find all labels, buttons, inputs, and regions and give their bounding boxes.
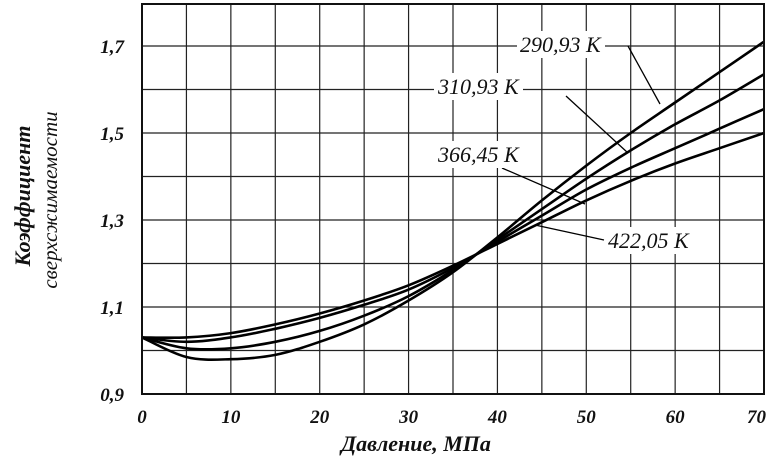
series-leader-line [565,95,629,154]
series-label: 290,93 К [520,32,602,57]
series-label: 422,05 К [608,228,690,253]
grid-layer [142,4,764,394]
x-tick-labels: 0 10 20 30 40 50 60 70 [137,407,766,428]
x-tick-label: 40 [487,407,508,428]
series-line-2 [141,73,765,351]
y-axis-title-line1: Коэффициент [10,126,35,268]
series-leader-line [627,45,661,105]
x-tick-label: 10 [221,407,241,428]
y-tick-label: 0,9 [100,385,124,406]
y-tick-label: 1,1 [100,298,124,319]
x-tick-label: 0 [137,407,147,428]
x-tick-label: 70 [747,407,767,428]
plot-frame [141,3,765,395]
x-tick-label: 60 [666,407,686,428]
x-tick-label: 50 [577,407,597,428]
series-label-background [605,227,693,254]
curve-layer [141,40,765,361]
series-line-1 [141,40,765,361]
y-tick-label: 1,3 [100,211,124,232]
y-axis-title-line2: сверхсжимаемости [38,111,62,288]
x-tick-label: 20 [309,407,330,428]
series-leader-line [534,224,605,241]
series-line-3 [141,107,765,344]
y-tick-label: 1,5 [100,124,124,145]
y-tick-labels: 0,9 1,1 1,3 1,5 1,7 [100,37,125,406]
series-label-background [434,141,523,168]
series-label: 310,93 К [437,74,520,99]
series-line-4 [141,131,765,340]
x-tick-label: 30 [398,407,419,428]
series-label-background [434,73,523,100]
y-tick-label: 1,7 [100,37,125,58]
series-label: 366,45 К [437,142,520,167]
x-axis-title: Давление, МПа [339,431,491,456]
leader-layer [501,45,661,241]
series-leader-line [501,167,586,205]
series-label-background [517,31,605,58]
